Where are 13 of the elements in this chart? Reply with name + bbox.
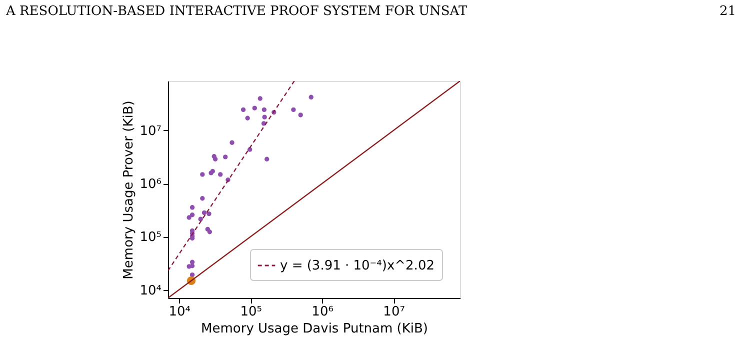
legend-label: y = (3.91 · 10⁻⁴)x^2.02 [280,258,434,274]
y-tick-label: 10⁶ [140,177,162,192]
x-tick-label: 10⁷ [383,304,405,320]
text: A RESOLUTION-BASED INTERACTIVE PROOF SYSTEM FOR UNSAT [5,4,468,19]
x-axis-title: Memory Usage Davis Putnam (KiB) [201,322,428,336]
x-tick-label: 10⁵ [240,304,262,320]
x-tick-label: 10⁶ [312,304,334,320]
y-tick-label: 10⁴ [140,283,162,298]
y-axis-title: Memory Usage Prover (KiB) [122,100,137,280]
text: 21 [719,4,735,19]
y-tick-label: 10⁷ [140,124,162,139]
x-tick-label: 10⁴ [168,304,190,320]
y-tick-label: 10⁵ [140,230,162,246]
